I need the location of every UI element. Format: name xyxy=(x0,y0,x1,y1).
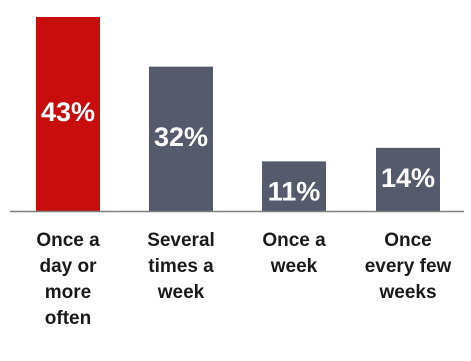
category-label-4: Once every few weeks xyxy=(365,230,452,303)
bar-value-label-2: 32% xyxy=(154,122,208,152)
category-label-line: weeks xyxy=(378,282,436,303)
category-label-line: Several xyxy=(147,230,215,251)
bar-value-label-1: 43% xyxy=(41,97,95,127)
bar-value-label-4: 14% xyxy=(381,163,435,193)
category-label-2: Several times a week xyxy=(147,230,215,303)
category-label-line: day or xyxy=(39,256,97,277)
category-label-line: Once xyxy=(384,230,432,251)
category-label-line: every few xyxy=(365,256,452,277)
category-label-line: often xyxy=(45,308,91,329)
category-label-1: Once a day or more often xyxy=(36,230,100,329)
category-label-line: week xyxy=(270,256,318,277)
category-label-line: times a xyxy=(148,256,214,277)
category-label-line: Once a xyxy=(36,230,100,251)
category-label-line: week xyxy=(157,282,205,303)
bars-group: 43% 32% 11% 14% xyxy=(36,17,440,211)
category-label-3: Once a week xyxy=(262,230,326,277)
category-label-line: more xyxy=(45,282,91,303)
bar-value-label-3: 11% xyxy=(268,176,321,206)
category-label-line: Once a xyxy=(262,230,326,251)
